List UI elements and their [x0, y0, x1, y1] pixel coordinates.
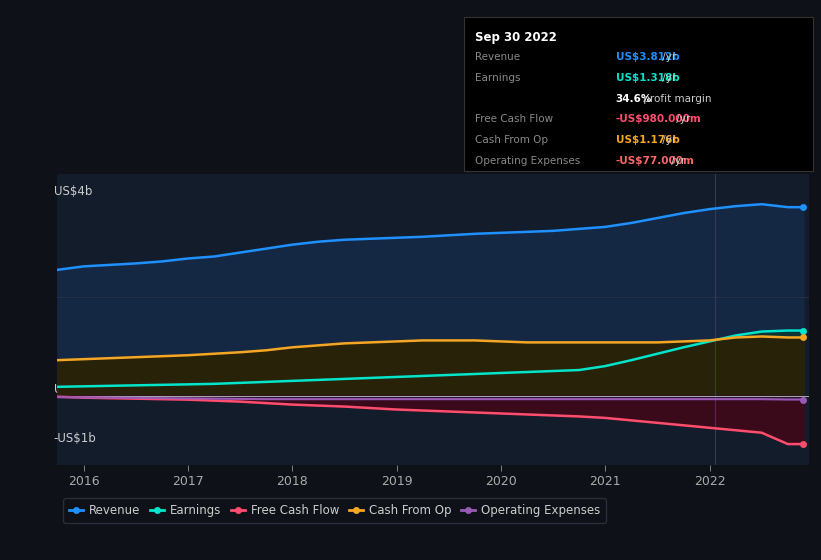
Text: /yr: /yr — [658, 73, 676, 83]
Text: US$4b: US$4b — [53, 185, 92, 198]
Text: -US$980.000m: -US$980.000m — [616, 114, 701, 124]
Text: 34.6%: 34.6% — [616, 94, 652, 104]
Text: Sep 30 2022: Sep 30 2022 — [475, 31, 557, 44]
Text: US$1.318b: US$1.318b — [616, 73, 680, 83]
Text: US$3.812b: US$3.812b — [616, 52, 680, 62]
Text: profit margin: profit margin — [640, 94, 711, 104]
Text: Revenue: Revenue — [475, 52, 521, 62]
Text: Free Cash Flow: Free Cash Flow — [475, 114, 553, 124]
Text: Operating Expenses: Operating Expenses — [475, 156, 580, 166]
Text: US$0: US$0 — [53, 382, 85, 396]
Text: /yr: /yr — [673, 114, 690, 124]
Text: -US$77.000m: -US$77.000m — [616, 156, 695, 166]
Text: Earnings: Earnings — [475, 73, 521, 83]
Text: Cash From Op: Cash From Op — [475, 135, 548, 145]
Text: /yr: /yr — [668, 156, 686, 166]
Text: /yr: /yr — [658, 52, 676, 62]
Text: US$1.176b: US$1.176b — [616, 135, 680, 145]
Legend: Revenue, Earnings, Free Cash Flow, Cash From Op, Operating Expenses: Revenue, Earnings, Free Cash Flow, Cash … — [63, 498, 606, 523]
Text: -US$1b: -US$1b — [53, 432, 96, 445]
Text: /yr: /yr — [658, 135, 676, 145]
